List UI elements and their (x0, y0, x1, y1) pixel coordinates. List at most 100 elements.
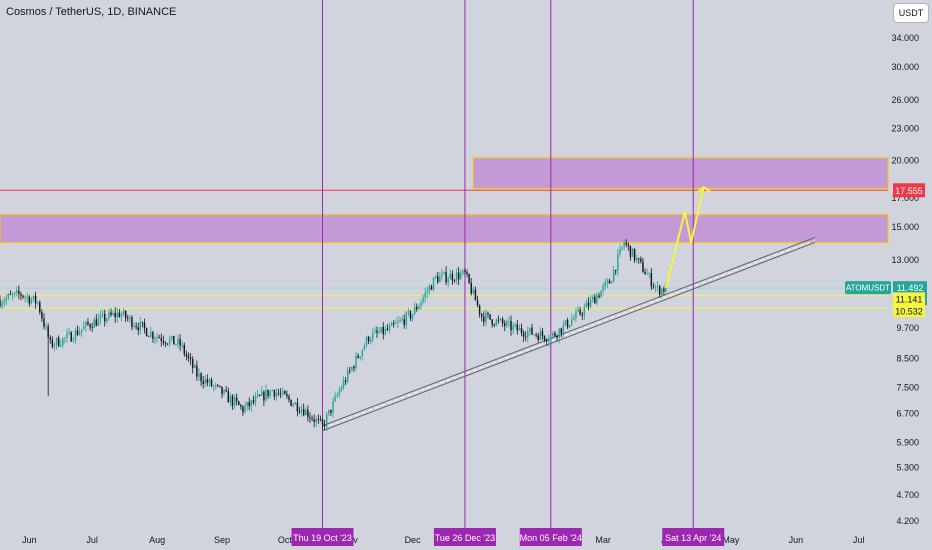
candle (554, 330, 556, 337)
candle (122, 308, 125, 316)
candle (313, 414, 315, 428)
candle (288, 394, 290, 403)
candle-body (621, 246, 623, 249)
candle-body (449, 273, 452, 280)
symbol-tag: ATOMUSDT (846, 284, 890, 293)
candle-body (577, 309, 579, 312)
candle-body (135, 326, 137, 328)
x-tick-label: Mar (595, 535, 611, 545)
candle-body (258, 394, 261, 396)
candle (395, 319, 397, 325)
candle-body (464, 270, 466, 273)
candle-body (265, 389, 267, 401)
candle (290, 399, 292, 407)
candle (522, 329, 525, 342)
candle-body (610, 281, 613, 284)
candle-body (650, 273, 653, 287)
candle (351, 365, 353, 372)
candle-body (93, 319, 95, 328)
marker-date-label[interactable]: Tue 26 Dec '23 (433, 528, 496, 546)
candle (646, 268, 648, 275)
candle (60, 339, 62, 348)
candle (206, 374, 209, 387)
candle (231, 394, 234, 410)
x-tick-label: Sep (214, 535, 230, 545)
candle (332, 397, 334, 418)
candle (573, 314, 575, 321)
candle-body (617, 254, 619, 271)
candle (18, 285, 20, 300)
candle-body (658, 286, 661, 295)
red-level-label: 17.555 (895, 186, 923, 196)
candle-body (487, 312, 489, 315)
candle (338, 386, 341, 399)
candle-body (284, 391, 286, 395)
candle-body (127, 318, 129, 319)
candle (55, 337, 58, 350)
candle-body (112, 312, 114, 315)
candle (22, 294, 24, 299)
candle-body (332, 401, 334, 413)
candle-body (403, 319, 405, 325)
candle-body (529, 327, 531, 332)
candle-body (489, 314, 491, 320)
candle-body (430, 286, 433, 290)
candle (591, 294, 594, 303)
candle (594, 293, 596, 304)
candle-body (401, 319, 403, 321)
y-tick-label: 13.000 (891, 255, 919, 265)
candle-body (307, 409, 309, 418)
candle-body (323, 424, 326, 427)
candle-body (137, 327, 139, 331)
projection-path[interactable] (665, 186, 705, 289)
trendline-upper[interactable] (322, 237, 815, 427)
candle-body (497, 319, 500, 321)
candle-body (393, 323, 395, 325)
candle (369, 336, 372, 345)
currency-button[interactable]: USDT (893, 3, 929, 23)
candle-body (537, 335, 539, 341)
candle (217, 384, 219, 388)
candle-body (231, 395, 234, 406)
upper-resistance-zone[interactable] (472, 157, 889, 189)
candle-body (152, 332, 154, 339)
candle (108, 309, 110, 321)
marker-date-label[interactable]: Sat 13 Apr '24 (662, 528, 725, 546)
candle (26, 292, 28, 303)
marker-date-label[interactable]: Thu 19 Oct '23 (291, 528, 354, 546)
candle (480, 313, 483, 322)
candle (62, 337, 64, 349)
marker-date-label[interactable]: Mon 05 Feb '24 (520, 528, 582, 546)
candle-body (474, 289, 477, 301)
candle (294, 401, 297, 405)
candle (242, 405, 244, 416)
candle (118, 308, 121, 318)
candle-body (470, 282, 472, 294)
marker-date-label-bg (662, 528, 725, 546)
marker-date-label-bg (291, 528, 354, 546)
candle (187, 352, 190, 363)
candle-body (512, 325, 514, 331)
candle-body (256, 394, 259, 397)
candle-body (250, 400, 253, 407)
candle (252, 395, 255, 405)
candle-body (120, 314, 123, 317)
candle (346, 367, 349, 384)
candle-body (579, 309, 581, 315)
lower-resistance-zone[interactable] (0, 214, 889, 244)
candle (49, 335, 51, 344)
candle (560, 327, 563, 338)
candle-body (118, 312, 121, 317)
trendline-lower[interactable] (322, 242, 815, 432)
candle-body (9, 294, 12, 296)
candle-body (173, 335, 175, 345)
candle-body (246, 401, 248, 407)
candle-body (575, 311, 577, 318)
candle-body (426, 291, 428, 293)
candle-body (279, 393, 282, 395)
candle (512, 322, 514, 335)
candle-body (242, 406, 244, 413)
y-tick-label: 20.000 (891, 156, 919, 166)
